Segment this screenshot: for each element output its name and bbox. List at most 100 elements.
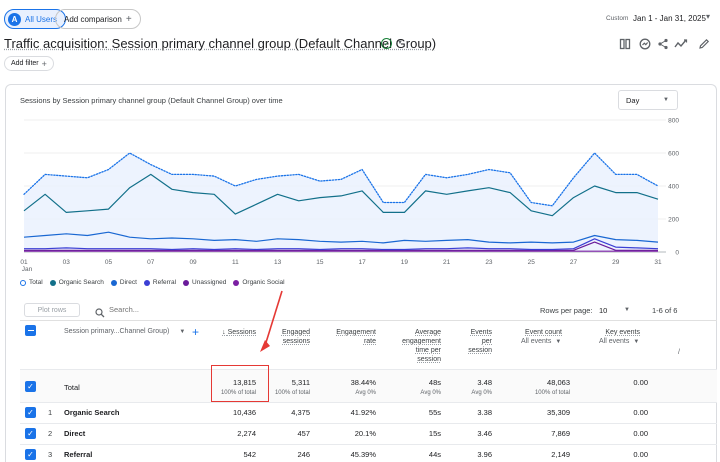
legend-label: Unassigned <box>192 279 227 286</box>
all-users-chip[interactable]: A All Users <box>4 9 67 29</box>
legend-item-total[interactable]: Total <box>20 279 43 286</box>
legend-marker-icon <box>143 279 150 286</box>
total-time: 48s <box>428 378 441 387</box>
legend-item-referral[interactable]: Referral <box>143 279 177 286</box>
chevron-down-icon: ▼ <box>633 338 640 345</box>
legend-item-unassigned[interactable]: Unassigned <box>183 279 226 286</box>
row-rate: 41.92% <box>350 408 376 417</box>
row-checkbox[interactable]: ✓ <box>25 428 36 439</box>
select-all-checkbox[interactable] <box>25 325 36 336</box>
row-checkbox[interactable]: ✓ <box>25 407 36 418</box>
x-tick-label: 31 <box>654 259 662 266</box>
series-line-unassigned <box>24 241 658 251</box>
chevron-down-icon: ▼ <box>663 97 669 103</box>
col-header-engaged-sessions[interactable]: Engaged sessions <box>270 328 310 346</box>
col-header-engagement-rate[interactable]: Engagement rate <box>322 328 376 346</box>
chevron-down-icon[interactable]: ▼ <box>624 307 630 313</box>
x-tick-label: 15 <box>316 259 324 266</box>
x-tick-label: 09 <box>189 259 197 266</box>
row-eps: 3.38 <box>477 408 492 417</box>
column-marker: / <box>678 349 680 356</box>
total-engaged-sub: 100% of total <box>274 390 310 396</box>
x-tick-label: 19 <box>401 259 409 266</box>
chart-legend: Total Organic Search Direct Referral Una… <box>20 279 285 286</box>
plus-icon: + <box>41 58 47 69</box>
event-filter-label: All events <box>521 338 552 345</box>
total-area <box>24 153 658 252</box>
col-header-key-events[interactable]: Key events <box>590 328 640 337</box>
row-rate: 45.39% <box>350 450 376 459</box>
x-tick-label: Jan <box>22 266 33 273</box>
rows-per-page-select[interactable]: 10 <box>599 306 608 315</box>
edit-icon[interactable] <box>697 37 711 51</box>
col-header-label: session <box>417 356 441 363</box>
total-time-sub: Avg 0% <box>420 390 441 396</box>
x-tick-label: 17 <box>359 259 367 266</box>
row-time: 44s <box>428 450 441 459</box>
chevron-down-icon: ▼ <box>179 328 186 335</box>
avatar: A <box>8 12 21 26</box>
x-tick-label: 27 <box>570 259 578 266</box>
row-channel[interactable]: Organic Search <box>64 408 120 417</box>
date-range-picker[interactable]: Jan 1 - Jan 31, 2025 <box>633 14 706 23</box>
search-input[interactable] <box>109 305 229 314</box>
chevron-down-icon[interactable]: ▼ <box>397 40 403 46</box>
x-tick-label: 03 <box>63 259 71 266</box>
granularity-select[interactable]: Day ▼ <box>618 90 678 110</box>
col-header-sessions[interactable]: ↓ Sessions <box>214 328 256 337</box>
add-comparison-button[interactable]: Add comparison + <box>55 9 141 29</box>
plot-rows-button[interactable]: Plot rows <box>24 303 80 317</box>
legend-item-organic-search[interactable]: Organic Search <box>49 279 104 286</box>
row-key: 0.00 <box>633 408 648 417</box>
row-rate: 20.1% <box>354 429 376 438</box>
legend-marker-icon <box>233 279 240 286</box>
y-tick-label: 200 <box>668 217 679 224</box>
row-events: 7,869 <box>551 429 570 438</box>
total-eps-sub: Avg 0% <box>471 390 492 396</box>
share-icon[interactable] <box>656 37 670 51</box>
col-header-avg-engagement-time[interactable]: Average engagement time per session <box>384 328 441 364</box>
x-tick-label: 23 <box>485 259 493 266</box>
total-row-checkbox[interactable]: ✓ <box>25 381 36 392</box>
row-rank: 1 <box>48 408 53 417</box>
legend-item-direct[interactable]: Direct <box>110 279 137 286</box>
legend-marker-icon <box>110 279 117 286</box>
insights-icon[interactable] <box>638 37 652 51</box>
add-comparison-label: Add comparison <box>64 14 122 24</box>
add-filter-button[interactable]: Add filter + <box>4 56 54 71</box>
event-count-filter[interactable]: All events ▼ <box>521 338 561 345</box>
total-events: 48,063 <box>547 378 570 387</box>
col-header-label: session <box>468 347 492 354</box>
col-header-label: Event count <box>525 329 562 336</box>
row-checkbox[interactable]: ✓ <box>25 449 36 460</box>
check-icon[interactable]: ✓ <box>381 38 392 49</box>
series-line-total <box>23 152 659 207</box>
add-dimension-icon[interactable]: + <box>192 325 200 339</box>
row-events: 2,149 <box>551 450 570 459</box>
col-header-event-count[interactable]: Event count <box>510 328 562 337</box>
row-eps: 3.96 <box>477 450 492 459</box>
dimension-header[interactable]: Session primary...Channel Group) ▼ <box>64 328 185 335</box>
row-sessions: 542 <box>243 450 256 459</box>
key-events-filter[interactable]: All events ▼ <box>599 338 639 345</box>
row-channel[interactable]: Direct <box>64 429 86 438</box>
total-label: Total <box>64 383 80 392</box>
row-sessions: 10,436 <box>233 408 256 417</box>
y-tick-label: 800 <box>668 118 679 125</box>
col-header-label: Engaged <box>281 329 310 336</box>
compare-view-icon[interactable] <box>618 37 632 51</box>
col-header-events-per-session[interactable]: Events per session <box>460 328 492 355</box>
legend-item-organic-social[interactable]: Organic Social <box>233 279 285 286</box>
legend-label: Referral <box>152 279 177 286</box>
col-header-label: sessions <box>282 338 310 345</box>
y-tick-label: 0 <box>675 250 679 257</box>
row-channel[interactable]: Referral <box>64 450 93 459</box>
trend-icon[interactable] <box>674 37 688 51</box>
total-sessions-sub: 100% of total <box>220 390 256 396</box>
legend-marker-icon <box>183 279 190 286</box>
total-events-sub: 100% of total <box>534 390 570 396</box>
chevron-down-icon[interactable]: ▾ <box>706 12 711 21</box>
divider <box>20 402 717 403</box>
page-title: Traffic acquisition: Session primary cha… <box>4 36 437 51</box>
row-sessions: 2,274 <box>237 429 256 438</box>
